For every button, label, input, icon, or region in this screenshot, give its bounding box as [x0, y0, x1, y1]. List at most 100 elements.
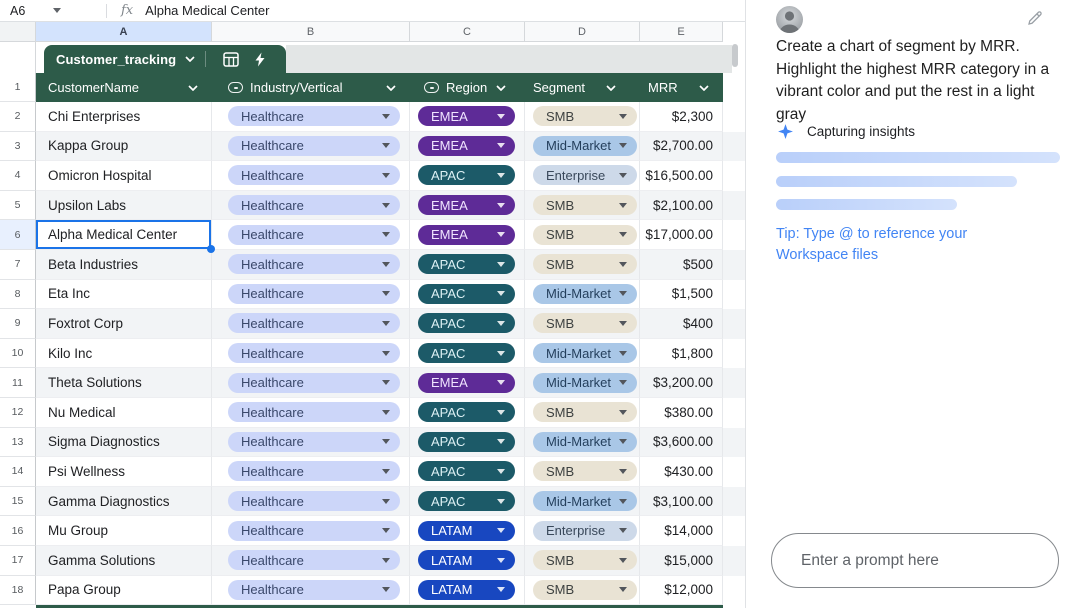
region-cell[interactable]: APAC — [410, 249, 525, 280]
industry-chip[interactable]: Healthcare — [228, 313, 400, 334]
mrr-cell[interactable]: $380.00 — [640, 397, 723, 428]
table-name-tab[interactable]: Customer_tracking — [44, 45, 287, 73]
industry-cell[interactable]: Healthcare — [212, 486, 410, 517]
segment-chip[interactable]: Mid-Market — [533, 491, 637, 512]
segment-cell[interactable]: SMB — [525, 575, 640, 606]
customer-cell[interactable]: Upsilon Labs — [36, 190, 212, 221]
table-view-icon[interactable] — [222, 51, 239, 68]
industry-chip[interactable]: Healthcare — [228, 431, 400, 452]
industry-cell[interactable]: Healthcare — [212, 190, 410, 221]
select-all-corner[interactable] — [0, 22, 36, 42]
mrr-cell[interactable]: $1,500 — [640, 279, 723, 310]
row-number[interactable]: 10 — [0, 338, 36, 369]
region-cell[interactable]: EMEA — [410, 190, 525, 221]
industry-chip[interactable]: Healthcare — [228, 579, 400, 600]
industry-chip[interactable]: Healthcare — [228, 106, 400, 127]
row-number[interactable]: 9 — [0, 309, 36, 339]
segment-cell[interactable]: SMB — [525, 397, 640, 428]
region-chip[interactable]: EMEA — [418, 195, 515, 216]
customer-cell[interactable]: Psi Wellness — [36, 457, 212, 487]
customer-cell[interactable]: Eta Inc — [36, 279, 212, 310]
customer-cell[interactable]: Beta Industries — [36, 249, 212, 280]
name-box-dropdown-icon[interactable] — [53, 8, 62, 13]
segment-cell[interactable]: Mid-Market — [525, 131, 640, 162]
industry-chip[interactable]: Healthcare — [228, 520, 400, 541]
segment-chip[interactable]: SMB — [533, 461, 637, 482]
segment-chip[interactable]: Mid-Market — [533, 372, 637, 393]
segment-cell[interactable]: SMB — [525, 249, 640, 280]
column-header-customername[interactable]: CustomerName — [36, 73, 212, 102]
column-header-b[interactable]: B — [212, 22, 410, 42]
row-number[interactable]: 12 — [0, 397, 36, 428]
customer-cell[interactable]: Gamma Diagnostics — [36, 486, 212, 517]
region-chip[interactable]: EMEA — [418, 135, 515, 156]
customer-cell[interactable]: Chi Enterprises — [36, 102, 212, 132]
region-cell[interactable]: APAC — [410, 279, 525, 310]
segment-cell[interactable]: Mid-Market — [525, 338, 640, 369]
column-header-industry[interactable]: Industry/Vertical — [212, 73, 410, 102]
mrr-cell[interactable]: $16,500.00 — [640, 161, 723, 191]
prompt-input[interactable] — [771, 533, 1059, 588]
column-header-d[interactable]: D — [525, 22, 640, 42]
chevron-down-icon[interactable] — [496, 84, 506, 91]
mrr-cell[interactable]: $1,800 — [640, 338, 723, 369]
row-number[interactable]: 5 — [0, 190, 36, 221]
mrr-cell[interactable]: $400 — [640, 309, 723, 339]
region-chip[interactable]: LATAM — [418, 579, 515, 600]
region-cell[interactable]: LATAM — [410, 545, 525, 576]
segment-cell[interactable]: Mid-Market — [525, 427, 640, 458]
region-chip[interactable]: APAC — [418, 402, 515, 423]
cell-name-box[interactable]: A6 — [0, 0, 96, 21]
segment-cell[interactable]: Mid-Market — [525, 279, 640, 310]
row-number[interactable]: 15 — [0, 486, 36, 517]
fill-handle[interactable] — [207, 244, 215, 253]
region-chip[interactable]: APAC — [418, 491, 515, 512]
mrr-cell[interactable]: $3,100.00 — [640, 486, 723, 517]
region-chip[interactable]: EMEA — [418, 372, 515, 393]
customer-cell[interactable]: Mu Group — [36, 516, 212, 546]
region-chip[interactable]: LATAM — [418, 550, 515, 571]
row-number[interactable]: 16 — [0, 516, 36, 546]
row-number[interactable]: 7 — [0, 249, 36, 280]
industry-cell[interactable]: Healthcare — [212, 338, 410, 369]
mrr-cell[interactable]: $3,200.00 — [640, 368, 723, 398]
region-chip[interactable]: LATAM — [418, 520, 515, 541]
industry-cell[interactable]: Healthcare — [212, 161, 410, 191]
industry-chip[interactable]: Healthcare — [228, 165, 400, 186]
mrr-cell[interactable]: $3,600.00 — [640, 427, 723, 458]
industry-cell[interactable]: Healthcare — [212, 516, 410, 546]
segment-chip[interactable]: SMB — [533, 550, 637, 571]
column-header-a[interactable]: A — [36, 22, 212, 42]
row-number[interactable]: 3 — [0, 131, 36, 162]
region-chip[interactable]: APAC — [418, 165, 515, 186]
region-chip[interactable]: APAC — [418, 461, 515, 482]
region-chip[interactable]: APAC — [418, 283, 515, 304]
industry-cell[interactable]: Healthcare — [212, 545, 410, 576]
edit-prompt-icon[interactable] — [1026, 9, 1044, 27]
segment-cell[interactable]: Mid-Market — [525, 486, 640, 517]
customer-cell[interactable]: Gamma Solutions — [36, 545, 212, 576]
industry-chip[interactable]: Healthcare — [228, 343, 400, 364]
segment-chip[interactable]: SMB — [533, 313, 637, 334]
mrr-cell[interactable]: $2,700.00 — [640, 131, 723, 162]
customer-cell[interactable]: Sigma Diagnostics — [36, 427, 212, 458]
row-number[interactable]: 1 — [0, 73, 36, 102]
segment-cell[interactable]: SMB — [525, 457, 640, 487]
industry-cell[interactable]: Healthcare — [212, 575, 410, 606]
customer-cell[interactable]: Alpha Medical Center — [36, 220, 215, 253]
segment-chip[interactable]: Mid-Market — [533, 343, 637, 364]
segment-cell[interactable]: SMB — [525, 190, 640, 221]
segment-cell[interactable]: Enterprise — [525, 516, 640, 546]
mrr-cell[interactable]: $12,000 — [640, 575, 723, 606]
industry-chip[interactable]: Healthcare — [228, 135, 400, 156]
region-cell[interactable]: APAC — [410, 309, 525, 339]
sheet-scrollbar[interactable] — [732, 44, 738, 67]
customer-cell[interactable]: Foxtrot Corp — [36, 309, 212, 339]
chevron-down-icon[interactable] — [185, 56, 195, 62]
region-cell[interactable]: APAC — [410, 486, 525, 517]
row-number[interactable]: 17 — [0, 545, 36, 576]
segment-chip[interactable]: SMB — [533, 106, 637, 127]
segment-chip[interactable]: SMB — [533, 195, 637, 216]
segment-chip[interactable]: Enterprise — [533, 165, 637, 186]
industry-chip[interactable]: Healthcare — [228, 224, 400, 245]
